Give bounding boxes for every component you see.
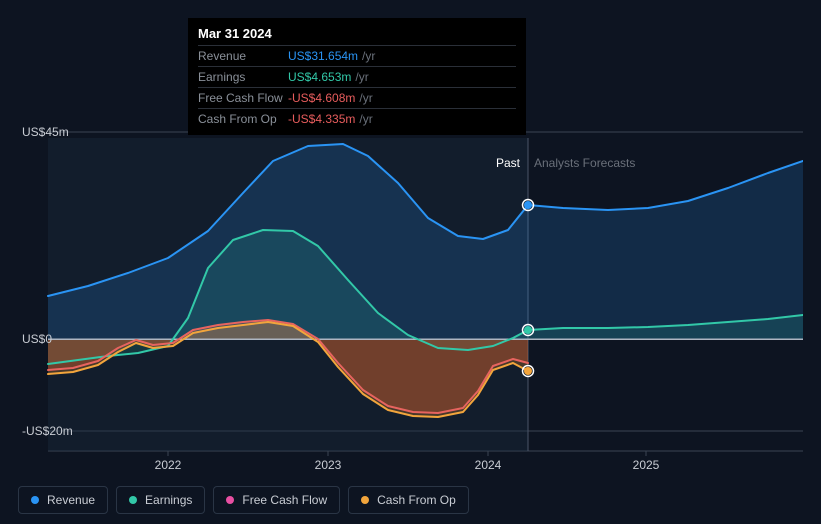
- tooltip-value: US$31.654m: [288, 49, 358, 63]
- tooltip-row: RevenueUS$31.654m/yr: [198, 45, 516, 66]
- legend-dot-icon: [226, 496, 234, 504]
- tooltip-unit: /yr: [359, 91, 372, 105]
- tooltip-label: Free Cash Flow: [198, 91, 288, 105]
- legend-label: Revenue: [47, 493, 95, 507]
- legend-dot-icon: [129, 496, 137, 504]
- tooltip-label: Earnings: [198, 70, 288, 84]
- x-axis-label: 2025: [633, 458, 660, 472]
- forecast-label: Analysts Forecasts: [534, 156, 635, 170]
- chart-tooltip: Mar 31 2024 RevenueUS$31.654m/yrEarnings…: [188, 18, 526, 135]
- tooltip-value: -US$4.335m: [288, 112, 355, 126]
- tooltip-unit: /yr: [355, 70, 368, 84]
- legend-dot-icon: [361, 496, 369, 504]
- tooltip-value: US$4.653m: [288, 70, 351, 84]
- x-axis-label: 2022: [155, 458, 182, 472]
- tooltip-label: Cash From Op: [198, 112, 288, 126]
- x-axis-label: 2024: [475, 458, 502, 472]
- financials-chart: Mar 31 2024 RevenueUS$31.654m/yrEarnings…: [0, 0, 821, 524]
- legend-dot-icon: [31, 496, 39, 504]
- x-axis-label: 2023: [315, 458, 342, 472]
- legend-label: Cash From Op: [377, 493, 456, 507]
- legend-item-cfo[interactable]: Cash From Op: [348, 486, 469, 514]
- legend-item-revenue[interactable]: Revenue: [18, 486, 108, 514]
- legend-label: Free Cash Flow: [242, 493, 327, 507]
- tooltip-row: Free Cash Flow-US$4.608m/yr: [198, 87, 516, 108]
- tooltip-unit: /yr: [362, 49, 375, 63]
- past-label: Past: [496, 156, 520, 170]
- tooltip-row: Cash From Op-US$4.335m/yr: [198, 108, 516, 129]
- tooltip-label: Revenue: [198, 49, 288, 63]
- legend: Revenue Earnings Free Cash Flow Cash From O…: [18, 486, 469, 514]
- y-axis-label: US$45m: [22, 125, 68, 139]
- tooltip-row: EarningsUS$4.653m/yr: [198, 66, 516, 87]
- tooltip-unit: /yr: [359, 112, 372, 126]
- legend-item-earnings[interactable]: Earnings: [116, 486, 205, 514]
- y-axis-label: US$0: [22, 332, 68, 346]
- y-axis-label: -US$20m: [22, 424, 68, 438]
- tooltip-value: -US$4.608m: [288, 91, 355, 105]
- legend-item-fcf[interactable]: Free Cash Flow: [213, 486, 340, 514]
- legend-label: Earnings: [145, 493, 192, 507]
- tooltip-date: Mar 31 2024: [198, 26, 516, 45]
